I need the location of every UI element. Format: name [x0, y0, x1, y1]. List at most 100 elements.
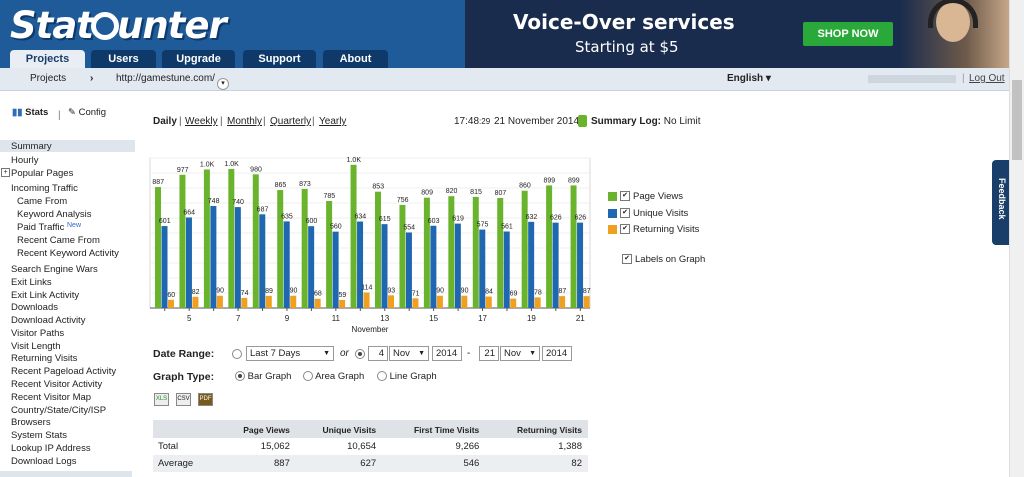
tab-users[interactable]: Users	[91, 50, 156, 68]
sidebar-item-downloads[interactable]: Downloads	[11, 302, 58, 313]
data-label: 74	[241, 290, 249, 297]
bar-returning-visits	[412, 298, 419, 308]
area-graph-option[interactable]: Area Graph	[303, 371, 364, 382]
sidebar-item-summary[interactable]: Summary	[11, 141, 52, 152]
from-year-select[interactable]: 2014	[432, 346, 462, 361]
data-label: 860	[519, 183, 531, 190]
sidebar-item-lookup-ip-address[interactable]: Lookup IP Address	[11, 443, 91, 454]
legend-returning-visits[interactable]: ✔ Returning Visits	[608, 224, 699, 235]
bar-returning-visits	[583, 296, 590, 308]
sidebar-item-visitor-paths[interactable]: Visitor Paths	[11, 328, 65, 339]
sidebar-item-visit-length[interactable]: Visit Length	[11, 341, 61, 352]
sidebar-item-recent-keyword-activity[interactable]: Recent Keyword Activity	[17, 248, 119, 259]
sidebar-item-search-engine-wars[interactable]: Search Engine Wars	[11, 264, 98, 275]
bar-unique-visits	[528, 221, 535, 308]
sidebar-item-keyword-analysis[interactable]: Keyword Analysis	[17, 209, 92, 220]
legend-page-views[interactable]: ✔ Page Views	[608, 191, 683, 202]
to-year-select[interactable]: 2014	[542, 346, 572, 361]
tab-about[interactable]: About	[323, 50, 388, 68]
stats-link[interactable]: ▮▮ Stats	[12, 107, 49, 118]
checkbox-icon[interactable]: ✔	[620, 191, 630, 202]
sidebar-item-download-logs[interactable]: Download Logs	[11, 456, 77, 467]
sidebar-item-exit-links[interactable]: Exit Links	[11, 277, 52, 288]
sidebar-item-recent-visitor-map[interactable]: Recent Visitor Map	[11, 392, 92, 403]
bar-graph-option[interactable]: Bar Graph	[235, 371, 291, 382]
bar-page-views	[228, 168, 235, 308]
preset-select[interactable]: Last 7 Days ▼	[246, 346, 334, 361]
tab-projects[interactable]: Projects	[10, 50, 85, 68]
sidebar-item-system-stats[interactable]: System Stats	[11, 430, 67, 441]
sidebar-item-paid-traffic[interactable]: Paid Traffic New	[17, 222, 82, 233]
logout-link[interactable]: Log Out	[969, 73, 1005, 84]
to-month-select[interactable]: Nov ▼	[500, 346, 540, 361]
breadcrumb-projects[interactable]: Projects	[30, 73, 67, 84]
period-weekly[interactable]: Weekly	[185, 116, 218, 127]
col-unique-visits: Unique Visits	[295, 420, 383, 438]
url-dropdown-icon[interactable]: ▾	[216, 78, 229, 90]
bar-returning-visits	[290, 295, 297, 308]
bar-page-views	[350, 164, 357, 308]
pdf-icon[interactable]: PDF	[198, 393, 213, 406]
ad-shop-now-button[interactable]: SHOP NOW	[803, 22, 893, 46]
expand-icon[interactable]: +	[1, 168, 10, 177]
table-header: Page Views Unique Visits First Time Visi…	[153, 420, 588, 438]
labels-on-graph-toggle[interactable]: ✔ Labels on Graph	[622, 254, 705, 265]
period-monthly[interactable]: Monthly	[227, 116, 263, 127]
sidebar-item-recent-pageload-activity[interactable]: Recent Pageload Activity	[11, 366, 117, 377]
tab-upgrade[interactable]: Upgrade	[162, 50, 235, 68]
data-label: 635	[281, 213, 293, 220]
statcounter-logo[interactable]: Stat unter	[10, 4, 227, 47]
bar-returning-visits	[216, 295, 223, 308]
checkbox-icon[interactable]: ✔	[622, 254, 632, 265]
preset-radio[interactable]	[232, 349, 242, 359]
x-tick-label: 15	[429, 314, 438, 323]
data-label: 687	[257, 206, 269, 213]
sidebar-item-recent-came-from[interactable]: Recent Came From	[17, 235, 100, 246]
bar-returning-visits	[436, 295, 443, 308]
scrollbar-thumb[interactable]	[1012, 80, 1022, 160]
feedback-tab[interactable]: Feedback	[992, 160, 1012, 245]
sidebar-item-incoming-traffic[interactable]: Incoming Traffic	[11, 183, 78, 194]
col-returning-visits: Returning Visits	[485, 420, 588, 438]
from-month-select[interactable]: Nov ▼	[389, 346, 429, 361]
bar-unique-visits	[357, 221, 364, 308]
sidebar-item-came-from[interactable]: Came From	[17, 196, 68, 207]
sidebar-item-exit-link-activity[interactable]: Exit Link Activity	[11, 290, 80, 301]
language-select[interactable]: English ▾	[727, 73, 771, 84]
data-label: 632	[526, 214, 538, 221]
csv-icon[interactable]: CSV	[176, 393, 191, 406]
scrollbar[interactable]	[1009, 0, 1024, 477]
line-graph-option[interactable]: Line Graph	[377, 371, 437, 382]
sidebar-item-recent-visitor-activity[interactable]: Recent Visitor Activity	[11, 379, 103, 390]
period-quarterly[interactable]: Quarterly	[270, 116, 312, 127]
sidebar-item-download-activity[interactable]: Download Activity	[11, 315, 86, 326]
data-label: 619	[452, 216, 464, 223]
sidebar-item-browsers[interactable]: Browsers	[11, 417, 51, 428]
wrench-icon: ✎	[68, 107, 76, 118]
summary-table: Page Views Unique Visits First Time Visi…	[153, 420, 588, 472]
config-link[interactable]: ✎ Config	[68, 107, 107, 118]
breadcrumb-url[interactable]: http://gamestune.com/▾	[116, 73, 229, 90]
x-tick-label: 11	[332, 314, 341, 323]
from-day-select[interactable]: 4	[368, 346, 388, 361]
ad-banner[interactable]: Voice-Over services Starting at $5 SHOP …	[465, 0, 1010, 68]
period-daily[interactable]: Daily	[153, 116, 177, 127]
data-label: 84	[485, 289, 493, 296]
xls-icon[interactable]: XLS	[154, 393, 169, 406]
data-label: 626	[550, 215, 562, 222]
tab-support[interactable]: Support	[243, 50, 316, 68]
checkbox-icon[interactable]: ✔	[620, 208, 630, 219]
sidebar-item-returning-visits[interactable]: Returning Visits	[11, 353, 78, 364]
sidebar-item-country-state-city-isp[interactable]: Country/State/City/ISP	[11, 405, 107, 416]
period-yearly[interactable]: Yearly	[319, 116, 347, 127]
legend-unique-visits[interactable]: ✔ Unique Visits	[608, 208, 688, 219]
sidebar-item-hourly[interactable]: Hourly	[11, 155, 39, 166]
bar-page-views	[472, 196, 479, 308]
custom-range-radio[interactable]	[355, 349, 365, 359]
sidebar-item-popular-pages[interactable]: Popular Pages	[11, 168, 74, 179]
to-day-select[interactable]: 21	[479, 346, 499, 361]
x-tick-label: 9	[285, 314, 290, 323]
data-label: 977	[177, 167, 189, 174]
date: 21 November 2014	[494, 116, 580, 127]
checkbox-icon[interactable]: ✔	[620, 224, 630, 235]
